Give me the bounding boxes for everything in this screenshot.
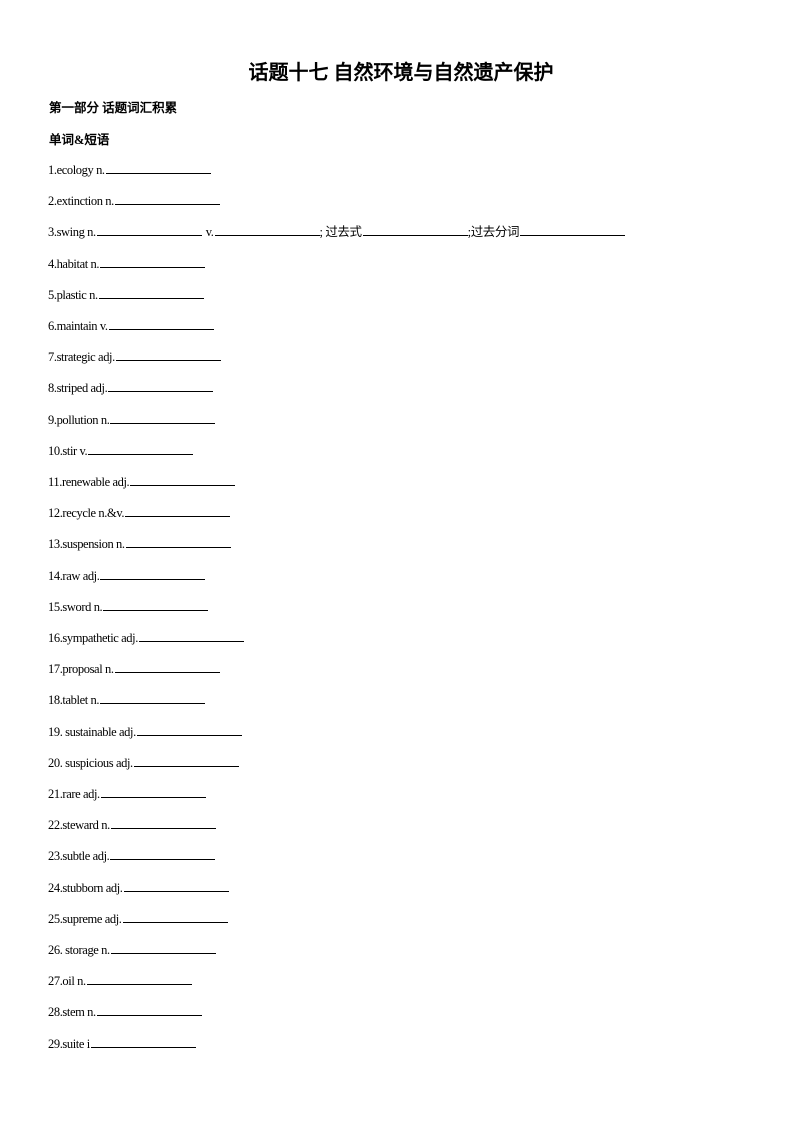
answer-blank[interactable] (110, 411, 216, 424)
answer-blank[interactable] (133, 754, 239, 767)
vocab-item: 19. sustainable adj. (48, 723, 242, 740)
vocab-label: 10.stir v. (48, 443, 88, 458)
vocab-item: 12.recycle n.&v. (48, 504, 231, 521)
vocab-item: 14.raw adj. (48, 567, 206, 584)
verb-label: v. (205, 225, 214, 240)
vocab-label: 16.sympathetic adj. (48, 631, 138, 645)
vocab-item: 5.plastic n. (48, 286, 204, 303)
vocab-item: 26. storage n. (48, 941, 216, 958)
vocab-item: 24.stubborn adj. (48, 879, 229, 896)
vocab-item: 15.sword n. (48, 598, 209, 615)
answer-blank[interactable] (90, 1035, 196, 1048)
vocab-label: 24.stubborn adj. (48, 880, 123, 895)
vocab-item: 25.supreme adj. (48, 910, 228, 927)
answer-blank[interactable] (108, 379, 214, 393)
vocab-label: 17.proposal n. (48, 662, 114, 677)
vocab-item: 27.oil n. (48, 972, 192, 989)
vocab-item: 3.swing n. v. ; 过去式 ;过去分词 (48, 223, 626, 240)
vocab-label: 4.habitat n. (48, 256, 100, 271)
page-title: 话题十七 自然环境与自然遗产保护 (248, 62, 554, 84)
vocab-item: 21.rare adj. (48, 785, 206, 802)
vocab-label: 27.oil n. (48, 974, 86, 989)
vocab-label: 21.rare adj. (48, 787, 100, 801)
past-participle-label: ;过去分词 (467, 225, 520, 240)
answer-blank[interactable] (130, 473, 236, 486)
answer-blank[interactable] (110, 941, 216, 954)
vocab-label: 3.swing n. (48, 225, 96, 240)
answer-blank[interactable] (114, 660, 220, 674)
answer-blank[interactable] (110, 816, 216, 830)
vocab-label: 23.subtle adj. (48, 849, 110, 864)
answer-blank[interactable] (520, 223, 626, 237)
answer-blank[interactable] (136, 723, 242, 736)
vocab-label: 20. suspicious adj. (48, 755, 133, 770)
answer-blank[interactable] (123, 879, 229, 892)
answer-blank[interactable] (105, 161, 211, 174)
answer-blank[interactable] (108, 317, 214, 330)
answer-blank[interactable] (98, 286, 204, 299)
answer-blank[interactable] (86, 972, 192, 986)
answer-blank[interactable] (125, 504, 231, 518)
vocab-label: 9.pollution n. (48, 412, 110, 427)
vocab-item: 4.habitat n. (48, 255, 206, 272)
answer-blank[interactable] (138, 629, 244, 642)
vocab-item: 9.pollution n. (48, 411, 216, 428)
subsection-heading: 单词&短语 (49, 133, 110, 147)
vocab-label: 14.raw adj. (48, 568, 100, 583)
answer-blank[interactable] (122, 910, 228, 923)
vocab-label: 11.renewable adj. (48, 475, 130, 489)
answer-blank[interactable] (100, 255, 206, 268)
answer-blank[interactable] (214, 223, 320, 237)
vocab-item: 7.strategic adj. (48, 348, 221, 365)
vocab-label: 12.recycle n.&v. (48, 506, 125, 521)
vocab-item: 17.proposal n. (48, 660, 220, 677)
vocab-label: 26. storage n. (48, 943, 110, 957)
vocab-item: 20. suspicious adj. (48, 754, 239, 771)
vocab-item: 23.subtle adj. (48, 847, 216, 864)
vocab-label: 29.suite i (48, 1036, 90, 1051)
section-heading: 第一部分 话题词汇积累 (49, 101, 178, 115)
answer-blank[interactable] (125, 535, 231, 549)
vocab-item: 28.stem n. (48, 1003, 202, 1020)
vocab-label: 15.sword n. (48, 599, 103, 614)
vocab-label: 22.steward n. (48, 818, 110, 833)
vocab-item: 10.stir v. (48, 442, 194, 459)
vocab-label: 28.stem n. (48, 1005, 96, 1020)
answer-blank[interactable] (114, 192, 220, 206)
answer-blank[interactable] (100, 567, 206, 580)
answer-blank[interactable] (115, 348, 221, 362)
vocab-label: 5.plastic n. (48, 287, 98, 302)
vocab-label: 19. sustainable adj. (48, 724, 136, 739)
answer-blank[interactable] (88, 442, 194, 455)
vocab-item: 2.extinction n. (48, 192, 220, 209)
vocab-label: 18.tablet n. (48, 693, 100, 708)
vocab-item: 11.renewable adj. (48, 473, 236, 490)
vocab-item: 1.ecology n. (48, 161, 211, 178)
vocab-item: 29.suite i (48, 1035, 196, 1052)
vocab-label: 2.extinction n. (48, 194, 114, 209)
vocab-item: 16.sympathetic adj. (48, 629, 244, 646)
answer-blank[interactable] (96, 223, 202, 237)
vocab-label: 13.suspension n. (48, 537, 125, 552)
answer-blank[interactable] (96, 1003, 202, 1017)
answer-blank[interactable] (100, 691, 206, 705)
answer-blank[interactable] (103, 598, 209, 611)
vocab-item: 8.striped adj. (48, 379, 214, 396)
past-tense-label: ; 过去式 (319, 225, 363, 240)
vocab-label: 1.ecology n. (48, 163, 105, 177)
vocab-label: 8.striped adj. (48, 381, 108, 396)
answer-blank[interactable] (362, 223, 468, 237)
vocab-item: 6.maintain v. (48, 317, 214, 334)
vocab-label: 7.strategic adj. (48, 350, 115, 365)
answer-blank[interactable] (110, 847, 216, 861)
vocab-item: 22.steward n. (48, 816, 216, 833)
vocab-item: 18.tablet n. (48, 691, 206, 708)
answer-blank[interactable] (100, 785, 206, 798)
vocab-item: 13.suspension n. (48, 535, 231, 552)
vocab-label: 6.maintain v. (48, 319, 108, 333)
vocab-label: 25.supreme adj. (48, 911, 122, 926)
